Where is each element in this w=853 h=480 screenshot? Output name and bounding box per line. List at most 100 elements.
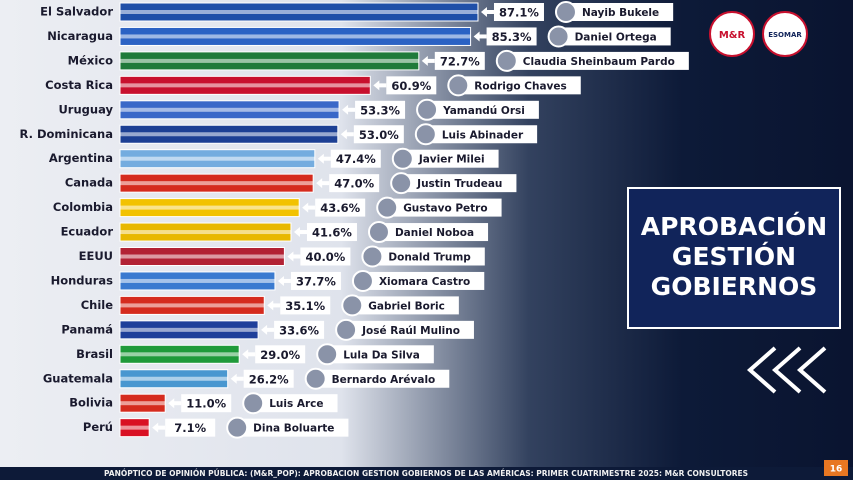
value-label: 43.6% bbox=[320, 201, 360, 215]
category-label: Chile bbox=[81, 298, 114, 312]
leader-photo bbox=[242, 392, 265, 415]
bar-stripe bbox=[120, 156, 315, 161]
leader-box bbox=[401, 174, 517, 193]
leader-name: Donald Trump bbox=[388, 252, 471, 264]
value-label: 40.0% bbox=[305, 250, 345, 264]
leader-name: Justin Trudeau bbox=[416, 178, 502, 190]
arrow bbox=[316, 178, 323, 189]
leader-box bbox=[558, 27, 671, 46]
leader-photo bbox=[416, 98, 439, 121]
arrow-shaft bbox=[426, 58, 435, 63]
category-label: Ecuador bbox=[61, 225, 114, 239]
leader-photo bbox=[376, 196, 399, 219]
value-label: 11.0% bbox=[186, 397, 226, 411]
value-box bbox=[181, 394, 232, 413]
leader-photo bbox=[341, 294, 364, 317]
bar-stripe bbox=[120, 205, 300, 210]
leader-name: Nayib Bukele bbox=[582, 7, 659, 19]
value-box bbox=[280, 296, 331, 315]
leader-photo bbox=[304, 367, 327, 390]
bar-stripe bbox=[120, 181, 314, 186]
arrow bbox=[480, 7, 487, 17]
leader-box bbox=[425, 125, 538, 144]
bar-stripe bbox=[120, 254, 285, 259]
leader-photo bbox=[316, 343, 339, 366]
category-label: Costa Rica bbox=[45, 78, 113, 92]
bar-stripe bbox=[120, 107, 340, 112]
leader-name: Xiomara Castro bbox=[379, 276, 470, 288]
bar-stripe bbox=[120, 303, 265, 308]
arrow-shaft bbox=[347, 107, 356, 112]
value-label: 53.0% bbox=[359, 128, 399, 142]
value-box bbox=[306, 223, 357, 242]
leader-photo bbox=[447, 74, 470, 97]
leader-name: Yamandú Orsi bbox=[442, 105, 525, 117]
leader-name: Gustavo Petro bbox=[403, 203, 487, 215]
bar-stripe bbox=[120, 278, 275, 283]
leader-photo bbox=[367, 221, 390, 244]
leader-name: Dina Boluarte bbox=[253, 423, 334, 435]
value-label: 53.3% bbox=[360, 103, 400, 117]
leader-box bbox=[372, 247, 485, 266]
arrow bbox=[230, 373, 237, 384]
value-box bbox=[355, 100, 406, 119]
bar-stripe bbox=[120, 230, 291, 235]
arrow bbox=[152, 422, 159, 433]
arrow bbox=[267, 300, 274, 311]
value-box bbox=[386, 76, 437, 95]
footer: PANÓPTICO DE OPINIÓN PÚBLICA: (M&R_POP):… bbox=[104, 469, 748, 478]
logo bbox=[762, 11, 808, 57]
arrow-shaft bbox=[298, 230, 307, 235]
value-box bbox=[255, 345, 306, 364]
category-label: Bolivia bbox=[69, 396, 113, 410]
arrow bbox=[340, 129, 347, 140]
category-label: El Salvador bbox=[40, 5, 113, 19]
value-label: 72.7% bbox=[440, 54, 480, 68]
leader-name: Daniel Noboa bbox=[395, 227, 474, 239]
category-label: EEUU bbox=[79, 249, 113, 263]
arrow-shaft bbox=[322, 156, 331, 161]
value-label: 29.0% bbox=[260, 348, 300, 362]
value-label: 47.0% bbox=[334, 177, 374, 191]
arrow bbox=[302, 202, 309, 213]
leader-name: Claudia Sheinbaum Pardo bbox=[523, 56, 675, 68]
arrow bbox=[373, 80, 380, 91]
arrow-shaft bbox=[173, 401, 182, 406]
leader-box bbox=[402, 149, 499, 168]
category-label: Canada bbox=[65, 176, 113, 190]
leader-photo bbox=[361, 245, 384, 268]
arrow-shaft bbox=[378, 83, 387, 88]
value-label: 41.6% bbox=[312, 226, 352, 240]
bar-stripe bbox=[120, 83, 371, 88]
leader-box bbox=[427, 100, 539, 119]
footer-band bbox=[0, 467, 853, 480]
bar-stripe bbox=[120, 376, 228, 381]
bar-stripe bbox=[120, 425, 150, 430]
value-label: 33.6% bbox=[279, 323, 319, 337]
bar-stripe bbox=[120, 401, 166, 406]
bar-stripe bbox=[120, 132, 338, 137]
leader-photo bbox=[335, 318, 358, 341]
arrow bbox=[317, 153, 324, 164]
leader-photo bbox=[414, 123, 437, 146]
leader-box bbox=[565, 3, 674, 21]
value-label: 85.3% bbox=[492, 30, 532, 44]
leader-photo bbox=[554, 1, 577, 23]
arrow bbox=[277, 275, 284, 286]
category-label: Nicaragua bbox=[47, 29, 113, 43]
leader-photo bbox=[495, 49, 518, 72]
arrow-shaft bbox=[235, 376, 244, 381]
arrow-shaft bbox=[321, 181, 330, 186]
arrow-shaft bbox=[307, 205, 316, 210]
leader-name: Luis Abinader bbox=[442, 129, 524, 141]
category-label: Perú bbox=[83, 420, 113, 434]
leader-photo bbox=[547, 25, 570, 48]
leader-box bbox=[327, 345, 434, 364]
arrow-shaft bbox=[282, 278, 291, 283]
logo-text: M&R bbox=[719, 30, 746, 41]
value-label: 7.1% bbox=[174, 421, 206, 435]
leader-box bbox=[237, 418, 349, 437]
leader-photo bbox=[226, 416, 249, 439]
